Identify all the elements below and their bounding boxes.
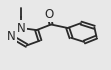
Text: O: O (44, 7, 54, 21)
Text: N: N (7, 30, 15, 43)
Text: N: N (17, 21, 25, 35)
